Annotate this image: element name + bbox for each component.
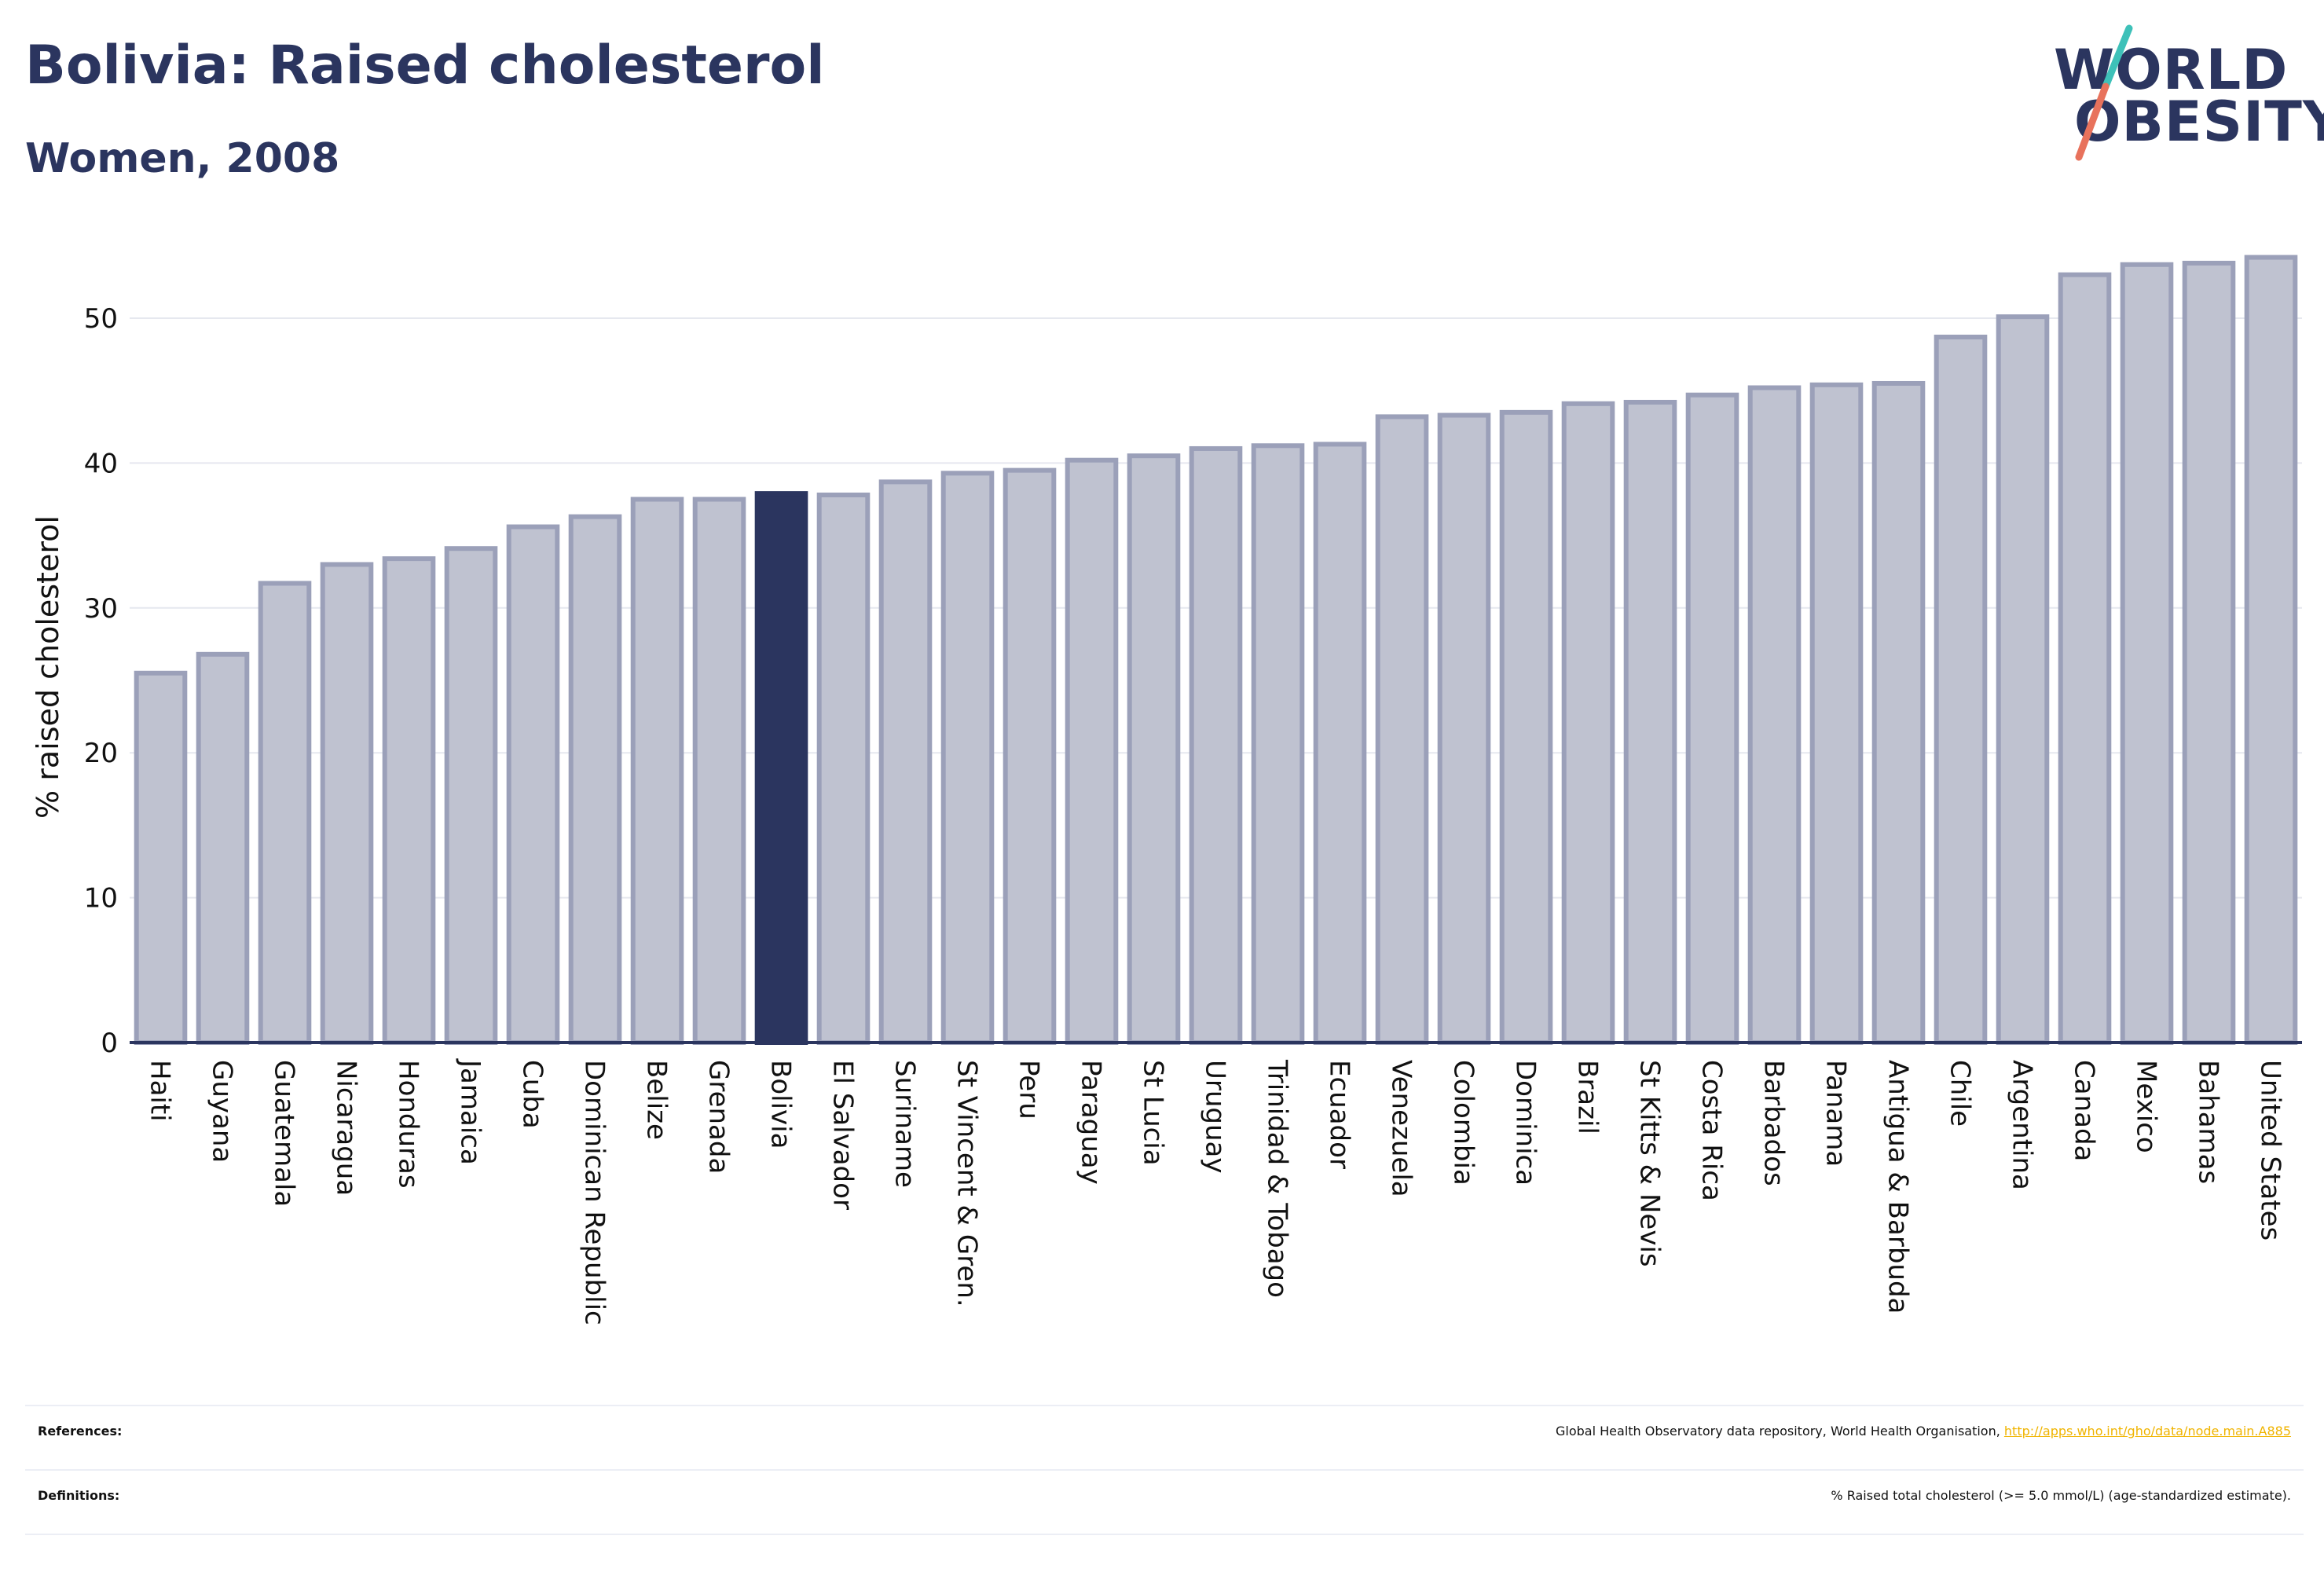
- y-tick-label: 0: [101, 1028, 118, 1059]
- x-tick-label: Jamaica: [455, 1058, 486, 1165]
- bar-st-lucia: [1127, 453, 1181, 1045]
- chart-title: Bolivia: Raised cholesterol: [25, 35, 825, 97]
- x-tick-label: El Salvador: [827, 1060, 859, 1210]
- world-obesity-logo: WORLD OBESITY: [2043, 24, 2324, 165]
- x-tick-label: Cuba: [517, 1060, 548, 1129]
- y-axis-ticks: 0 10 20 30 40 50: [84, 303, 118, 1059]
- bar-dominican-republic: [568, 514, 622, 1045]
- x-tick-label: Grenada: [703, 1060, 735, 1174]
- x-tick-label: Guyana: [207, 1060, 238, 1163]
- bar-honduras: [382, 556, 436, 1045]
- bar-mexico: [2120, 262, 2174, 1046]
- bar-paraguay: [1065, 457, 1119, 1045]
- bar-st-vincent-gren-: [940, 471, 995, 1045]
- x-tick-label: Haiti: [145, 1060, 176, 1122]
- x-tick-label: St Kitts & Nevis: [1634, 1060, 1666, 1267]
- x-tick-label: Argentina: [2007, 1060, 2038, 1190]
- x-tick-label: Nicaragua: [331, 1060, 362, 1196]
- bar-costa-rica: [1685, 392, 1739, 1045]
- logo-slash-icon: [2075, 24, 2133, 161]
- bar-antigua-barbuda: [1871, 380, 1926, 1046]
- bar-nicaragua: [320, 562, 374, 1045]
- x-tick-label: Bolivia: [765, 1060, 797, 1149]
- references-text: Global Health Observatory data repositor…: [1556, 1424, 2004, 1439]
- chart-subtitle: Women, 2008: [25, 135, 340, 182]
- y-tick-label: 10: [84, 883, 118, 914]
- x-tick-label: Suriname: [889, 1060, 921, 1188]
- x-tick-label: Uruguay: [1200, 1060, 1231, 1174]
- x-tick-label: Bahamas: [2193, 1060, 2224, 1184]
- bar-jamaica: [444, 546, 498, 1045]
- bar-venezuela: [1375, 414, 1429, 1045]
- x-tick-label: Trinidad & Tobago: [1262, 1059, 1293, 1298]
- bar-panama: [1809, 382, 1864, 1046]
- x-axis-labels: Haiti Guyana Guatemala Nicaragua Honduras Jam…: [145, 1058, 2286, 1325]
- references-value: Global Health Observatory data repositor…: [1556, 1424, 2291, 1439]
- bar-colombia: [1437, 412, 1491, 1045]
- definitions-label: Definitions:: [38, 1488, 120, 1503]
- bar-belize: [630, 497, 684, 1045]
- bar-peru: [1003, 467, 1057, 1045]
- x-tick-label: Canada: [2069, 1060, 2100, 1161]
- bar-argentina: [1996, 314, 2050, 1045]
- y-tick-label: 20: [84, 738, 118, 769]
- y-tick-label: 40: [84, 448, 118, 479]
- y-tick-label: 50: [84, 303, 118, 335]
- bar-brazil: [1561, 401, 1615, 1045]
- bar-uruguay: [1189, 445, 1243, 1045]
- x-tick-label: Dominica: [1510, 1060, 1541, 1186]
- footer-divider: [25, 1534, 2304, 1535]
- bar-ecuador: [1313, 442, 1367, 1045]
- references-label: References:: [38, 1424, 123, 1439]
- logo-line-1: WORLD: [2054, 38, 2289, 102]
- x-tick-label: Peru: [1014, 1060, 1045, 1120]
- x-tick-label: Brazil: [1572, 1060, 1604, 1134]
- x-tick-label: St Vincent & Gren.: [951, 1060, 983, 1307]
- bar-el-salvador: [816, 492, 871, 1045]
- bar-cuba: [506, 524, 560, 1045]
- bar-guyana: [196, 651, 250, 1045]
- logo-line-2: OBESITY: [2074, 90, 2324, 154]
- bar-chile: [1934, 334, 1988, 1045]
- x-tick-label: Colombia: [1448, 1060, 1479, 1186]
- bar-grenada: [692, 497, 746, 1045]
- bar-bahamas: [2182, 260, 2236, 1046]
- x-tick-label: Barbados: [1758, 1060, 1790, 1186]
- x-tick-label: Antigua & Barbuda: [1882, 1060, 1914, 1314]
- x-tick-label: Mexico: [2131, 1060, 2162, 1153]
- x-tick-label: Venezuela: [1386, 1060, 1417, 1197]
- x-tick-label: Ecuador: [1324, 1060, 1355, 1169]
- references-row: References: Global Health Observatory da…: [25, 1405, 2304, 1469]
- x-tick-label: United States: [2255, 1060, 2286, 1241]
- x-tick-label: Honduras: [393, 1060, 424, 1189]
- bar-barbados: [1747, 385, 1802, 1045]
- bar-dominica: [1499, 409, 1553, 1045]
- bars: [134, 255, 2298, 1046]
- x-tick-label: Paraguay: [1076, 1060, 1107, 1185]
- bar-haiti: [134, 670, 188, 1046]
- bar-st-kitts-nevis: [1623, 399, 1677, 1045]
- bar-bolivia: [754, 491, 808, 1045]
- bar-chart: 0 10 20 30 40 50 Haiti Guyana Guatemala Nicaragu…: [31, 255, 2302, 1325]
- y-tick-label: 30: [84, 593, 118, 625]
- x-tick-label: Panama: [1820, 1060, 1852, 1167]
- bar-united-states: [2244, 255, 2298, 1045]
- x-tick-label: Costa Rica: [1696, 1060, 1728, 1201]
- x-tick-label: St Lucia: [1138, 1060, 1169, 1166]
- bar-guatemala: [258, 581, 312, 1045]
- references-link[interactable]: http://apps.who.int/gho/data/node.main.A…: [2003, 1424, 2291, 1439]
- x-tick-label: Dominican Republic: [579, 1060, 610, 1325]
- x-tick-label: Belize: [641, 1060, 673, 1140]
- x-tick-label: Chile: [1945, 1060, 1976, 1127]
- bar-canada: [2058, 272, 2112, 1045]
- definitions-row: Definitions: % Raised total cholesterol …: [25, 1469, 2304, 1534]
- bar-suriname: [878, 479, 933, 1045]
- definitions-text: % Raised total cholesterol (>= 5.0 mmol/…: [1831, 1488, 2291, 1503]
- y-axis-title: % raised cholesterol: [31, 515, 65, 819]
- bar-trinidad-tobago: [1251, 443, 1305, 1045]
- x-tick-label: Guatemala: [269, 1060, 300, 1207]
